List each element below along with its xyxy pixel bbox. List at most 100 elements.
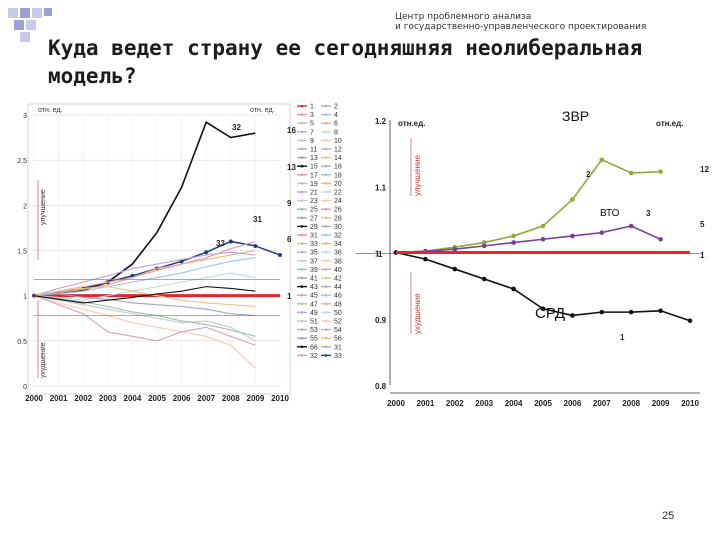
left-xtick-label: 2010: [271, 394, 289, 403]
left-series-line-13: [33, 251, 256, 297]
legend-marker: [300, 302, 304, 306]
legend-marker: [300, 311, 304, 314]
right-ylabel-down: ухудшение: [413, 293, 422, 334]
left-series-line-10: [33, 286, 256, 304]
right-point-3: [540, 236, 546, 242]
right-annotation: ЗВР: [562, 108, 589, 124]
legend-label: 33: [310, 241, 318, 248]
left-series-line-8: [33, 286, 256, 308]
legend-marker: [300, 121, 304, 125]
right-callout-label: 1: [620, 333, 625, 342]
left-xtick-label: 2007: [197, 394, 215, 403]
right-point-1: [540, 306, 546, 312]
left-xtick-label: 2008: [222, 394, 240, 403]
right-point-1: [658, 308, 663, 314]
legend-marker: [300, 268, 304, 271]
left-callout-label: 32: [232, 123, 241, 132]
right-annotation: ВТО: [600, 208, 620, 219]
left-plot-frame: [27, 103, 291, 395]
right-callout-label: 5: [700, 220, 705, 229]
legend-marker: [324, 233, 328, 237]
left-xtick-label: 2001: [50, 394, 68, 403]
legend-marker: [300, 319, 304, 323]
legend-label: 1: [310, 104, 314, 111]
right-point-3: [599, 230, 605, 235]
legend-marker: [324, 345, 328, 349]
page-title: Куда ведет страну ее сегодняшняя неолибе…: [48, 34, 688, 90]
legend-label: 55: [310, 336, 318, 343]
legend-marker: [324, 268, 328, 271]
legend-label: 6: [334, 121, 338, 128]
legend-marker: [300, 156, 304, 159]
legend-marker: [324, 225, 328, 228]
legend-label: 20: [334, 181, 342, 188]
legend-marker: [300, 182, 304, 185]
legend-marker: [324, 199, 328, 202]
left-text: 0 0.5 1 1.5 2 2.5 3 2000 2001 2002 2003 2004 2005 200…: [17, 107, 296, 403]
legend-label: 47: [310, 301, 318, 308]
legend-label: 41: [310, 276, 318, 283]
right-point-3: [481, 243, 487, 249]
legend-marker: [324, 259, 328, 263]
legend-marker: [300, 113, 304, 116]
legend-marker: [324, 113, 328, 116]
legend-label: 51: [310, 319, 318, 326]
legend-label: 13: [310, 155, 318, 162]
legend-label: 56: [334, 336, 342, 343]
legend-label: 16: [334, 164, 342, 171]
legend-label: 19: [310, 181, 318, 188]
legend-marker: [324, 130, 328, 134]
left-ylabel-up: улучшение: [40, 189, 47, 225]
left-series-line-16: [33, 272, 256, 301]
title-line-2: модель?: [48, 64, 137, 88]
org-line-1: Центр проблемного анализа: [395, 12, 532, 22]
legend-marker: [300, 147, 304, 151]
legend-marker: [324, 182, 328, 185]
legend-marker: [324, 311, 328, 314]
legend-label: 31: [334, 344, 342, 351]
right-xtick-label: 2006: [564, 399, 582, 408]
legend-marker: [324, 302, 328, 306]
legend-marker: [300, 233, 304, 237]
right-point-3: [628, 223, 634, 229]
right-callout-label: 12: [700, 165, 709, 174]
legend-marker: [300, 139, 304, 142]
legend-marker: [300, 285, 304, 288]
left-ytick-label: 1.5: [17, 249, 27, 256]
right-point-2: [540, 223, 546, 229]
right-point-3: [570, 233, 575, 239]
right-xtick-label: 2002: [446, 399, 464, 408]
legend-label: 27: [310, 215, 318, 222]
left-series-line-2: [33, 295, 256, 342]
legend-label: 28: [334, 215, 342, 222]
legend-marker: [324, 164, 328, 168]
left-series: [32, 121, 282, 369]
right-xtick-label: 2008: [622, 399, 640, 408]
legend-label: 34: [334, 241, 342, 248]
right-callout-label: 3: [646, 209, 651, 218]
left-xtick-label: 2004: [124, 394, 142, 403]
left-xtick-label: 2000: [25, 394, 43, 403]
legend-label: 39: [310, 267, 318, 274]
legend-label: 45: [310, 293, 318, 300]
right-point-1: [481, 276, 487, 282]
right-callout-label: 1: [700, 251, 705, 260]
legend-marker: [300, 207, 304, 211]
right-series-line-2: [395, 158, 661, 254]
legend-label: 25: [310, 207, 318, 214]
org-line-2: и государственно-управленческого проекти…: [395, 22, 647, 32]
legend-marker: [300, 199, 304, 202]
right-unit-label-right: отн.ед.: [656, 119, 683, 128]
legend-label: 31: [310, 233, 318, 240]
right-xtick-label: 2010: [681, 399, 699, 408]
legend-label: 49: [310, 310, 318, 317]
left-ylabel-down: ухудшение: [40, 342, 47, 378]
left-ytick-label: 1: [23, 294, 27, 301]
legend-marker: [300, 104, 304, 108]
legend-marker: [324, 104, 328, 108]
legend-label: 3: [310, 112, 314, 119]
right-point-2: [570, 197, 575, 202]
right-ytick-label: 1: [375, 250, 380, 259]
legend-label: 4: [334, 112, 338, 119]
